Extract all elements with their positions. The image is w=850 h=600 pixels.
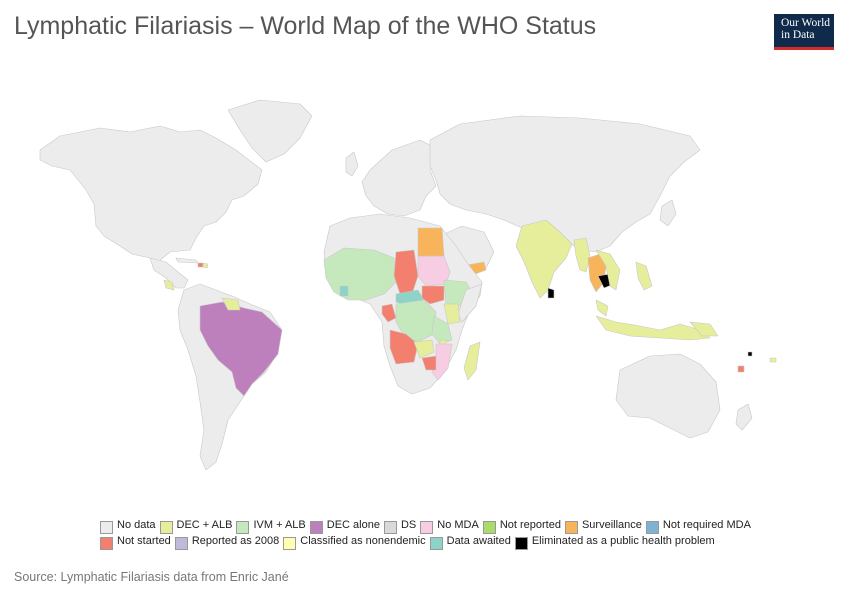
country-drc-congo[interactable] <box>395 299 437 343</box>
legend-label: DEC + ALB <box>176 519 233 531</box>
country-guinea[interactable] <box>339 285 349 297</box>
legend-swatch <box>174 537 188 550</box>
legend-item[interactable]: Data awaited <box>429 534 511 550</box>
country-india[interactable] <box>515 219 573 299</box>
legend-swatch <box>159 521 173 534</box>
legend-label: Reported as 2008 <box>191 535 280 547</box>
legend-label: Surveillance <box>581 519 642 531</box>
legend-item[interactable]: DEC alone <box>309 518 380 534</box>
legend-swatch <box>420 521 434 534</box>
legend-item[interactable]: DS <box>383 518 417 534</box>
country-sri-lanka[interactable] <box>547 287 555 299</box>
legend-item[interactable]: Classified as nonendemic <box>283 534 426 550</box>
legend-swatch <box>514 537 528 550</box>
legend-swatch <box>309 521 323 534</box>
chart-title: Lymphatic Filariasis – World Map of the … <box>14 12 597 40</box>
country-uk[interactable] <box>345 151 359 177</box>
logo-line-1: Our World <box>781 17 831 29</box>
legend-swatch <box>383 521 397 534</box>
country-angola[interactable] <box>389 329 419 365</box>
legend-swatch <box>100 537 113 550</box>
country-papua-new-guinea[interactable] <box>689 321 719 337</box>
legend-row: No data DEC + ALB IVM + ALB DEC alone DS No M… <box>100 518 800 534</box>
country-somalia[interactable] <box>457 283 483 323</box>
country-brazil[interactable] <box>199 301 283 397</box>
legend-label: Not reported <box>499 519 561 531</box>
legend-item[interactable]: No data <box>100 518 156 534</box>
legend-label: DS <box>400 519 417 531</box>
legend-item[interactable]: Reported as 2008 <box>174 534 280 550</box>
legend-item[interactable]: Surveillance <box>564 518 642 534</box>
country-egypt[interactable] <box>417 227 445 257</box>
country-myanmar[interactable] <box>573 237 591 273</box>
country-indonesia[interactable] <box>595 315 711 341</box>
country-fiji[interactable] <box>769 357 777 363</box>
legend-label: No data <box>117 519 156 531</box>
legend-label: Not started <box>117 535 171 547</box>
country-niger-chad[interactable] <box>393 249 419 295</box>
country-madagascar[interactable] <box>463 341 481 381</box>
legend-label: Eliminated as a public health problem <box>531 535 715 547</box>
country-australia[interactable] <box>615 353 721 439</box>
country-north-america[interactable] <box>39 125 263 263</box>
legend-swatch <box>283 537 297 550</box>
country-vietnam-laos[interactable] <box>595 249 621 291</box>
country-samoa[interactable] <box>737 365 745 373</box>
country-west-africa[interactable] <box>323 247 397 301</box>
logo-line-2: in Data <box>781 29 815 41</box>
source-note: Source: Lymphatic Filariasis data from E… <box>14 570 289 584</box>
legend-swatch <box>645 521 659 534</box>
legend-label: Not required MDA <box>662 519 751 531</box>
country-kenya[interactable] <box>443 303 461 325</box>
country-costa-rica[interactable] <box>163 279 175 291</box>
country-cuba[interactable] <box>175 257 199 264</box>
country-central-america[interactable] <box>149 257 189 289</box>
legend-swatch <box>482 521 496 534</box>
country-zambia[interactable] <box>413 339 435 359</box>
country-greenland[interactable] <box>227 99 313 163</box>
country-new-zealand[interactable] <box>735 403 753 431</box>
legend-swatch <box>100 521 113 534</box>
owid-logo[interactable]: Our World in Data <box>774 14 834 50</box>
legend-label: Data awaited <box>446 535 511 547</box>
country-dominican-republic[interactable] <box>202 262 209 269</box>
country-philippines[interactable] <box>635 261 653 291</box>
legend-label: DEC alone <box>326 519 380 531</box>
country-zimbabwe[interactable] <box>421 355 437 371</box>
legend-label: IVM + ALB <box>253 519 306 531</box>
country-malaysia[interactable] <box>595 299 609 317</box>
country-guianas[interactable] <box>221 297 241 311</box>
country-japan[interactable] <box>659 199 677 227</box>
legend-row: Not started Reported as 2008 Classified as… <box>100 534 800 550</box>
legend-item[interactable]: DEC + ALB <box>159 518 233 534</box>
legend-swatch <box>236 521 250 534</box>
country-tonga[interactable] <box>747 351 753 357</box>
legend-label: Classified as nonendemic <box>300 535 426 547</box>
legend-swatch <box>429 537 443 550</box>
country-south-sudan[interactable] <box>421 285 445 305</box>
country-cameroon-gabon[interactable] <box>381 303 397 323</box>
legend-swatch <box>564 521 578 534</box>
legend-item[interactable]: Eliminated as a public health problem <box>514 534 715 550</box>
map-legend: No data DEC + ALB IVM + ALB DEC alone DS No M… <box>100 518 800 550</box>
country-asia[interactable] <box>429 115 701 253</box>
legend-item[interactable]: No MDA <box>420 518 479 534</box>
legend-item[interactable]: IVM + ALB <box>236 518 306 534</box>
legend-item[interactable]: Not required MDA <box>645 518 751 534</box>
legend-item[interactable]: Not started <box>100 534 171 550</box>
country-haiti[interactable] <box>197 262 204 268</box>
country-europe[interactable] <box>361 139 441 217</box>
legend-item[interactable]: Not reported <box>482 518 561 534</box>
legend-label: No MDA <box>437 519 479 531</box>
